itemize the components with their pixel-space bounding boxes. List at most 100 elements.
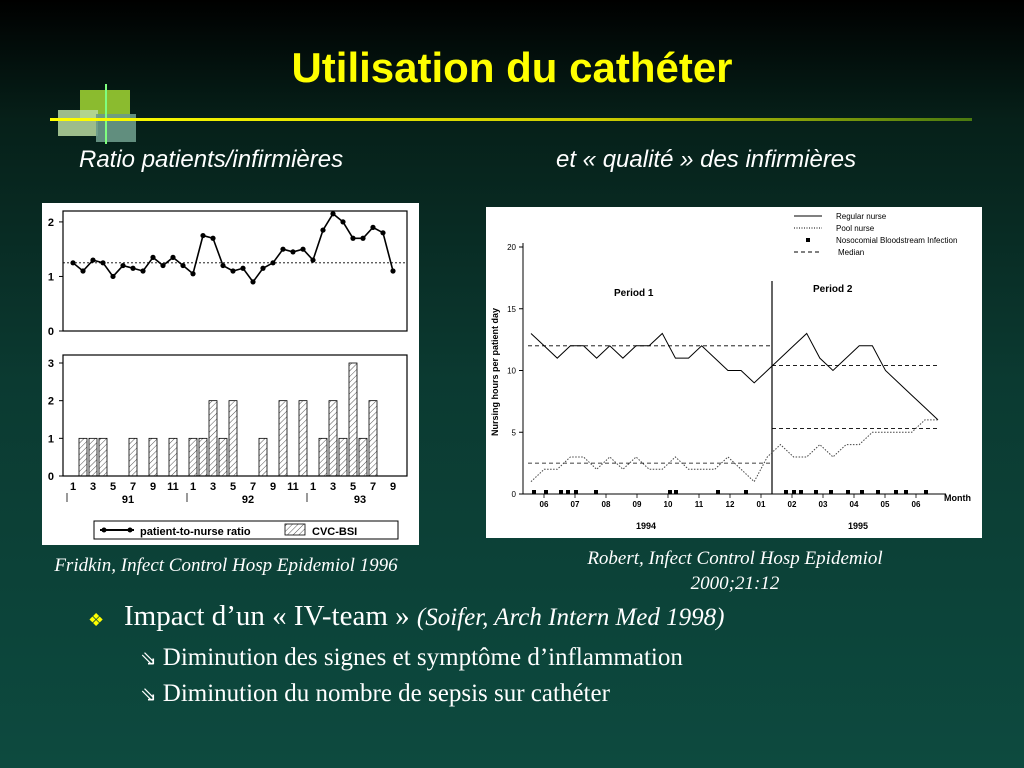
ratio-point [310,257,316,263]
month-tick-label: 3 [330,481,336,493]
ratio-y-axis: 0 1 2 [48,217,63,338]
nursing-x-tick-label: 09 [633,500,642,509]
nursing-y-ticks: 0 5 10 15 20 [507,243,523,499]
bullet-sub-2-text: Diminution du nombre de sepsis sur cathé… [162,680,610,707]
ratio-point [200,232,206,239]
infection-marker [532,490,536,494]
nursing-x-tick-label: 12 [726,500,735,509]
subtitle-right: et « qualité » des infirmières [556,146,857,173]
infection-marker [566,490,570,494]
ratio-point [280,246,286,252]
month-tick-label: 1 [310,481,316,493]
ratio-point [80,268,86,274]
ratio-point [350,235,356,241]
bsi-y-axis: 0 1 2 3 [48,358,63,483]
nursing-x-tick-label: 08 [602,500,611,509]
ratio-point [380,230,386,236]
nursing-y-tick-label: 0 [512,490,517,499]
fridkin-legend [93,520,399,540]
month-tick-label: 1 [190,481,196,493]
legend-infection: Nosocomial Bloodstream Infection [836,236,957,245]
ratio-plot-frame [62,210,408,332]
bsi-bar [128,437,138,477]
nursing-x-tick-label: 05 [881,500,890,509]
subtitle-left: Ratio patients/infirmières [79,146,344,173]
bsi-bar [278,400,288,477]
ratio-point [260,265,266,271]
bsi-bar [298,400,308,477]
bsi-bar [228,400,238,477]
nursing-x-tick-label: 03 [819,500,828,509]
ratio-point [300,246,306,252]
ratio-point [220,262,226,269]
ratio-point [330,211,336,217]
ratio-point [190,271,196,277]
title-divider [50,118,972,121]
infection-marker [574,490,578,494]
ratio-point [250,279,256,285]
infection-marker [744,490,748,494]
ratio-point [180,262,186,269]
infection-marker [846,490,850,494]
nursing-x-label: Month [944,493,971,503]
infection-marker [876,490,880,494]
pool-nurse-series [530,419,938,483]
bsi-bar [318,437,328,477]
bullet-main-text: Impact d’un « IV-team » [124,600,417,632]
ratio-point [290,249,296,255]
month-tick-label: 7 [130,481,136,493]
ratio-point [390,268,396,274]
nursing-x-tick-label: 06 [540,500,549,509]
infection-marker [716,490,720,494]
infection-marker [784,490,788,494]
infection-marker [860,490,864,494]
citation-right-line2: 2000;21:12 [690,573,780,594]
month-tick-label: 1 [70,481,76,493]
bsi-bar [338,437,348,477]
nursing-y-tick-label: 10 [507,367,516,376]
nursing-x-tick-label: 11 [695,500,704,509]
infection-marker [559,490,563,494]
legend-regular: Regular nurse [836,212,887,221]
bsi-bar [208,400,218,477]
ratio-point [240,265,246,271]
ratio-point [270,260,276,266]
infection-marker [894,490,898,494]
pool-nurse-line [530,419,938,483]
nursing-legend: Regular nurse Pool nurse Nosocomial Bloo… [794,212,957,257]
bullet-sub-1: ⇘ Diminution des signes et symptôme d’inf… [140,644,683,672]
nursing-y-tick-label: 5 [512,428,517,437]
bsi-bars [78,362,378,477]
bsi-y-tick-label: 3 [48,358,54,370]
ratio-point [130,265,136,271]
citation-right: Robert, Infect Control Hosp Epidemiol 20… [540,546,930,596]
month-tick-label: 3 [90,481,96,493]
infection-marker [792,490,796,494]
bsi-bar [88,437,98,477]
month-tick-label: 5 [350,481,356,493]
regular-nurse-series [530,332,939,421]
decorative-squares-logo [50,84,142,144]
legend-ratio-label: patient-to-nurse ratio [140,526,251,538]
nursing-y-tick-label: 20 [507,243,516,252]
year-tick-label: 93 [354,494,366,506]
nursing-y-tick-label: 15 [507,305,516,314]
month-tick-label: 7 [370,481,376,493]
nursing-x-tick-label: 06 [912,500,921,509]
sub-arrow-icon: ⇘ [140,646,157,670]
legend-median: Median [838,248,864,257]
period1-label: Period 1 [614,288,654,299]
infection-marker [594,490,598,494]
bsi-y-tick-label: 1 [48,433,54,445]
month-tick-label: 7 [250,481,256,493]
ratio-point [90,257,96,263]
ratio-point [150,254,156,260]
nursing-x-tick-label: 02 [788,500,797,509]
ratio-point [230,268,236,274]
bullet-main-reference: (Soifer, Arch Intern Med 1998) [416,604,725,631]
bullet-sub-2: ⇘ Diminution du nombre de sepsis sur cath… [140,680,610,708]
robert-figure: 0 5 10 15 20 Nursing hours per patient day P… [486,207,982,538]
bsi-bar [98,437,108,477]
